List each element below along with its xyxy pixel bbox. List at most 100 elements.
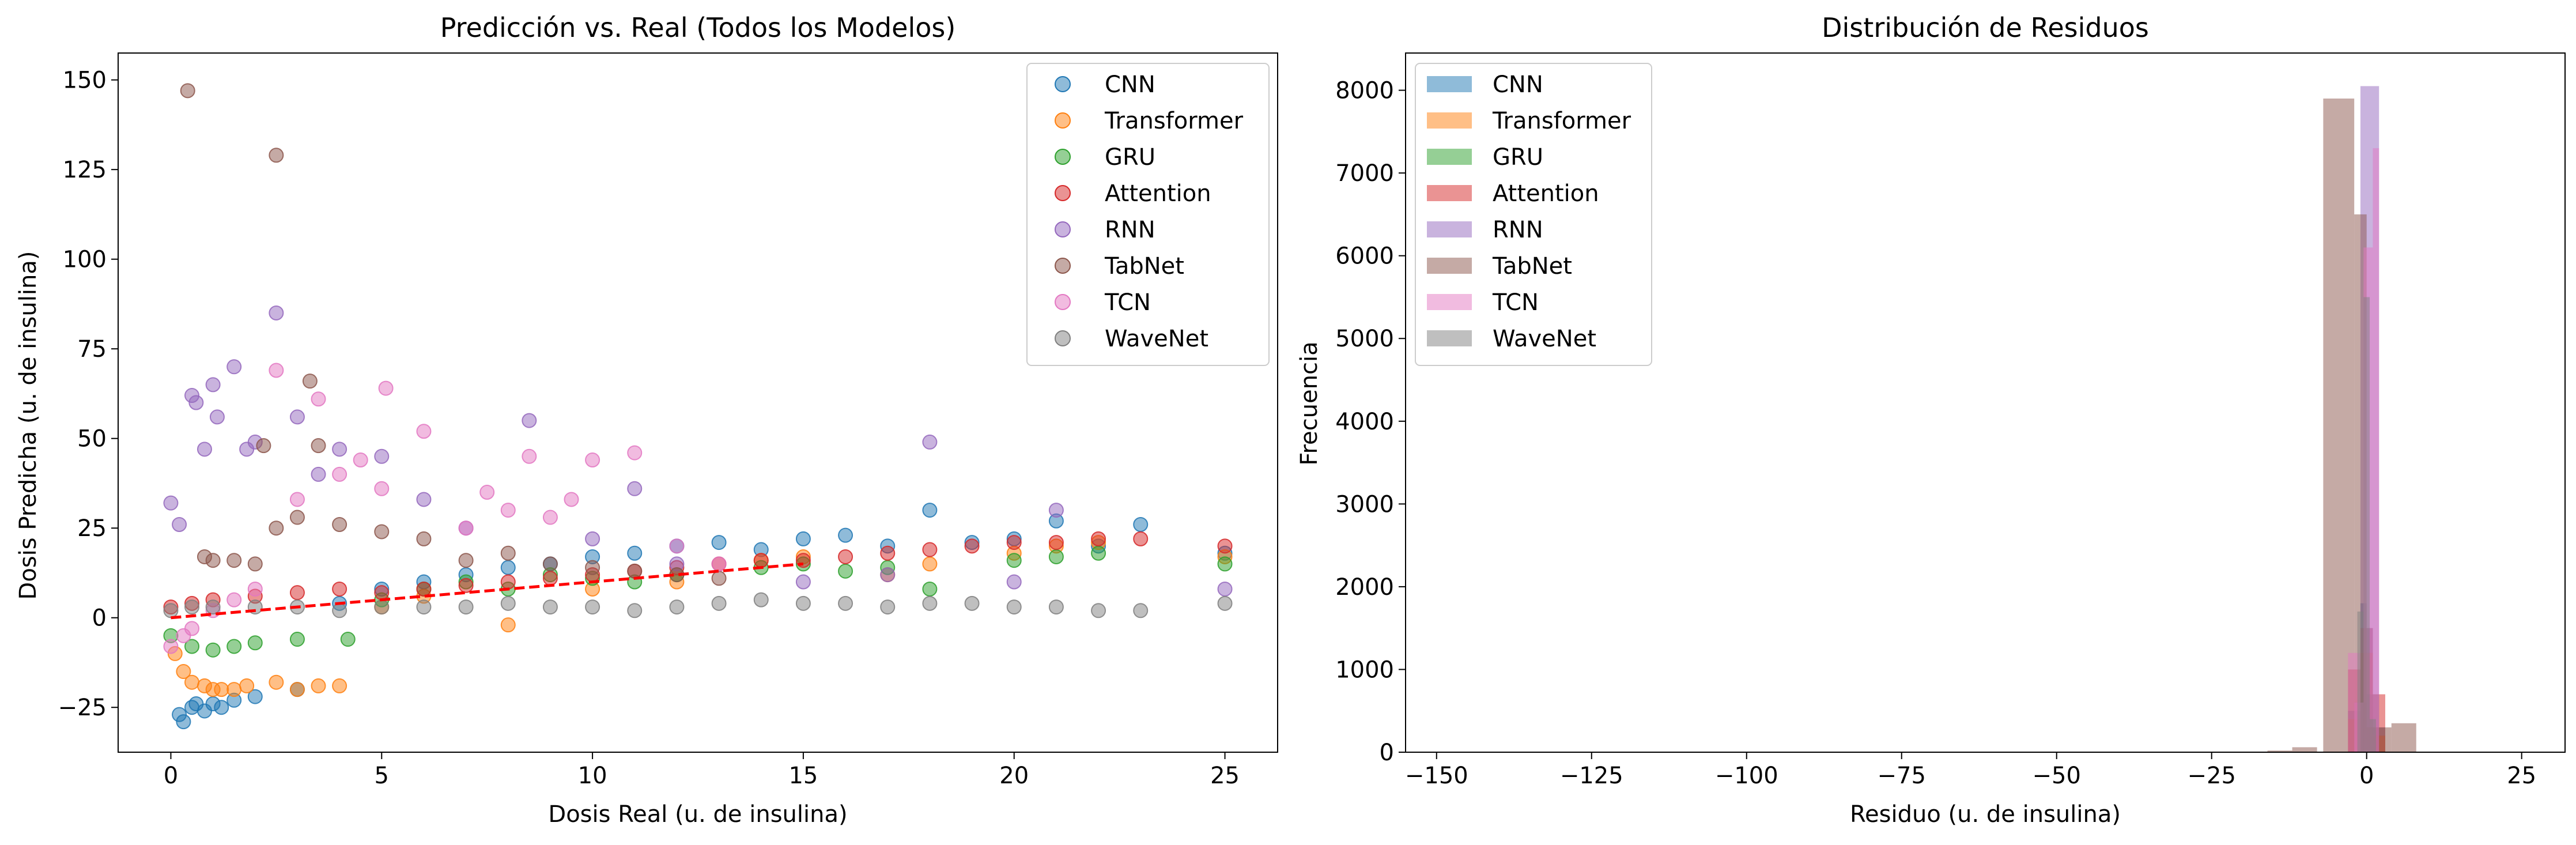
legend-box — [1415, 63, 1652, 366]
y-tick-label: 7000 — [1335, 160, 1394, 187]
point-tcn — [585, 452, 600, 468]
legend-label-cnn: CNN — [1105, 71, 1155, 98]
point-attention — [416, 581, 432, 597]
legend-marker-cnn — [1055, 76, 1071, 92]
point-tcn — [353, 452, 368, 468]
legend-swatch-tabnet — [1427, 258, 1472, 274]
point-wavenet — [795, 595, 811, 611]
point-transformer — [239, 678, 255, 693]
point-cnn — [711, 535, 727, 550]
point-attention — [1048, 535, 1064, 550]
point-gru — [1048, 549, 1064, 564]
point-wavenet — [1133, 603, 1149, 618]
point-rnn — [522, 413, 537, 428]
point-rnn — [269, 305, 284, 320]
y-tick-label: 0 — [1380, 740, 1394, 766]
point-transformer — [311, 678, 326, 693]
point-tabnet — [627, 563, 643, 579]
legend-box — [1026, 63, 1270, 366]
point-gru — [838, 563, 853, 579]
point-wavenet — [205, 599, 221, 615]
point-rnn — [311, 466, 326, 482]
point-cnn — [176, 714, 191, 730]
point-attention — [1006, 535, 1022, 550]
point-attention — [838, 549, 853, 564]
point-rnn — [209, 409, 225, 425]
point-tcn — [564, 492, 579, 507]
histogram-axis-ticks: −150 −125 −100 −75 −50 −25 0 25 0 1000 2000 3000 400… — [1335, 78, 2536, 789]
point-gru — [205, 642, 221, 658]
series-wavenet — [2357, 297, 2376, 752]
point-tcn — [269, 363, 284, 378]
legend-marker-tcn — [1055, 294, 1071, 310]
y-tick-label: 4000 — [1335, 409, 1394, 435]
point-gru — [247, 635, 263, 651]
y-tick-label: 50 — [77, 426, 107, 452]
point-tcn — [500, 503, 516, 518]
scatter-axis-ticks: 0 5 10 15 20 25 −25 0 25 50 75 100 125 150 — [58, 67, 1240, 789]
point-tabnet — [542, 556, 558, 572]
point-cnn — [838, 527, 853, 543]
point-attention — [880, 545, 896, 561]
point-tcn — [332, 466, 348, 482]
point-wavenet — [416, 599, 432, 615]
histogram-plot-area — [2267, 86, 2416, 753]
point-tabnet — [374, 524, 390, 540]
point-wavenet — [332, 603, 348, 618]
point-rnn — [163, 495, 179, 511]
point-attention — [1091, 531, 1106, 546]
legend-label-rnn: RNN — [1493, 217, 1543, 243]
point-attention — [1133, 531, 1149, 546]
legend-swatch-wavenet — [1427, 330, 1472, 346]
x-tick-label: 25 — [2507, 763, 2536, 789]
legend-swatch-gru — [1427, 149, 1472, 165]
scatter-title: Predicción vs. Real (Todos los Modelos) — [440, 12, 956, 43]
y-tick-label: −25 — [58, 695, 107, 721]
x-tick-label: 10 — [578, 763, 607, 789]
point-tabnet — [585, 560, 600, 575]
point-attention — [374, 585, 390, 601]
point-rnn — [205, 377, 221, 393]
point-gru — [922, 581, 938, 597]
point-rnn — [627, 481, 643, 496]
point-cnn — [214, 700, 229, 715]
point-rnn — [880, 567, 896, 583]
legend-label-cnn: CNN — [1493, 71, 1543, 98]
point-cnn — [247, 689, 263, 704]
legend-swatch-tcn — [1427, 294, 1472, 310]
legend-label-tcn: TCN — [1104, 289, 1151, 316]
y-tick-label: 125 — [63, 157, 107, 183]
point-wavenet — [184, 599, 200, 615]
legend-marker-tabnet — [1055, 258, 1071, 274]
point-transformer — [500, 617, 516, 633]
bar-wavenet — [2370, 719, 2376, 752]
y-tick-label: 3000 — [1335, 491, 1394, 518]
x-tick-label: −75 — [1878, 763, 1926, 789]
bar-tcn — [2373, 148, 2379, 752]
point-transformer — [332, 678, 348, 693]
point-rnn — [1048, 503, 1064, 518]
point-rnn — [416, 492, 432, 507]
bar-tabnet — [2267, 750, 2292, 752]
point-wavenet — [1091, 603, 1106, 618]
y-tick-label: 5000 — [1335, 326, 1394, 352]
point-rnn — [197, 442, 212, 457]
point-tabnet — [289, 510, 305, 525]
point-tcn — [289, 492, 305, 507]
scatter-plot-area — [163, 83, 1233, 730]
point-tcn — [479, 485, 495, 500]
bar-wavenet — [2357, 611, 2364, 752]
point-rnn — [289, 409, 305, 425]
x-tick-label: 5 — [375, 763, 389, 789]
histogram-axes-frame — [1405, 52, 2566, 753]
point-attention — [753, 553, 769, 568]
point-gru — [1217, 556, 1233, 572]
series-tabnet — [180, 83, 727, 586]
point-tabnet — [416, 531, 432, 546]
legend-swatch-cnn — [1427, 76, 1472, 92]
series-wavenet — [163, 592, 1233, 618]
point-tabnet — [205, 553, 221, 568]
y-tick-label: 150 — [63, 67, 107, 94]
legend-label-wavenet: WaveNet — [1493, 326, 1596, 352]
